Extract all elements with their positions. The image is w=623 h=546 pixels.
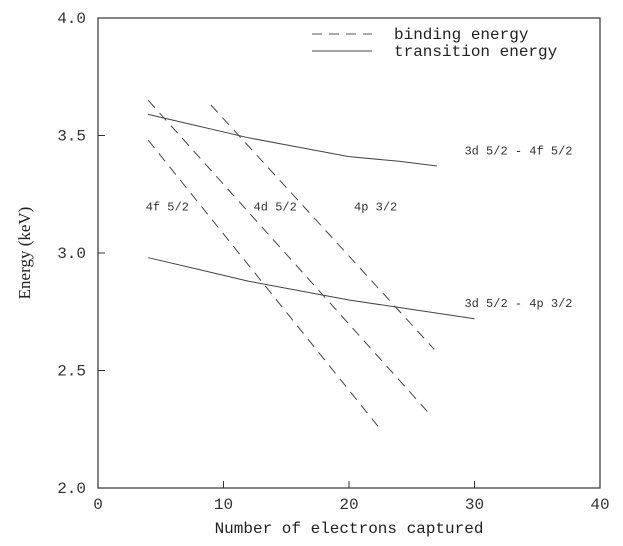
legend: binding energy transition energy (312, 26, 558, 61)
y-tick-label: 4.0 (57, 10, 86, 28)
annotations: 4f 5/2 4d 5/2 4p 3/2 3d 5/2 - 4f 5/2 3d 5/2 … (146, 144, 573, 311)
binding-energy-line-1 (147, 99, 431, 416)
y-tick-label: 2.5 (57, 363, 86, 381)
plot-frame (97, 17, 601, 489)
x-tick-label: 10 (214, 496, 233, 514)
series-layer (147, 99, 475, 430)
legend-entry-binding: binding energy (394, 26, 529, 44)
annotation-label: 3d 5/2 - 4p 3/2 (464, 297, 572, 311)
annotation-label: 3d 5/2 - 4f 5/2 (464, 144, 572, 158)
y-tick-label: 3.5 (57, 128, 86, 146)
y-tick-label: 2.0 (57, 480, 86, 498)
transition-energy-line-3 (148, 113, 437, 167)
annotation-label: 4d 5/2 (254, 201, 297, 215)
annotation-label: 4f 5/2 (146, 201, 189, 215)
binding-energy-line-2 (210, 104, 435, 350)
x-tick-label: 0 (93, 496, 103, 514)
x-tick-label: 20 (339, 496, 358, 514)
transition-energy-line-4 (148, 257, 475, 320)
binding-energy-line-0 (147, 139, 381, 430)
x-axis-label: Number of electrons captured (215, 520, 484, 538)
annotation-label: 4p 3/2 (354, 201, 397, 215)
x-tick-label: 30 (465, 496, 484, 514)
axis-ticks: 0 10 20 30 40 2.0 2.5 3.0 3.5 4.0 (57, 10, 609, 514)
y-tick-label: 3.0 (57, 245, 86, 263)
x-tick-label: 40 (590, 496, 609, 514)
legend-entry-transition: transition energy (394, 43, 558, 61)
y-axis-label: Energy (keV) (15, 207, 34, 300)
